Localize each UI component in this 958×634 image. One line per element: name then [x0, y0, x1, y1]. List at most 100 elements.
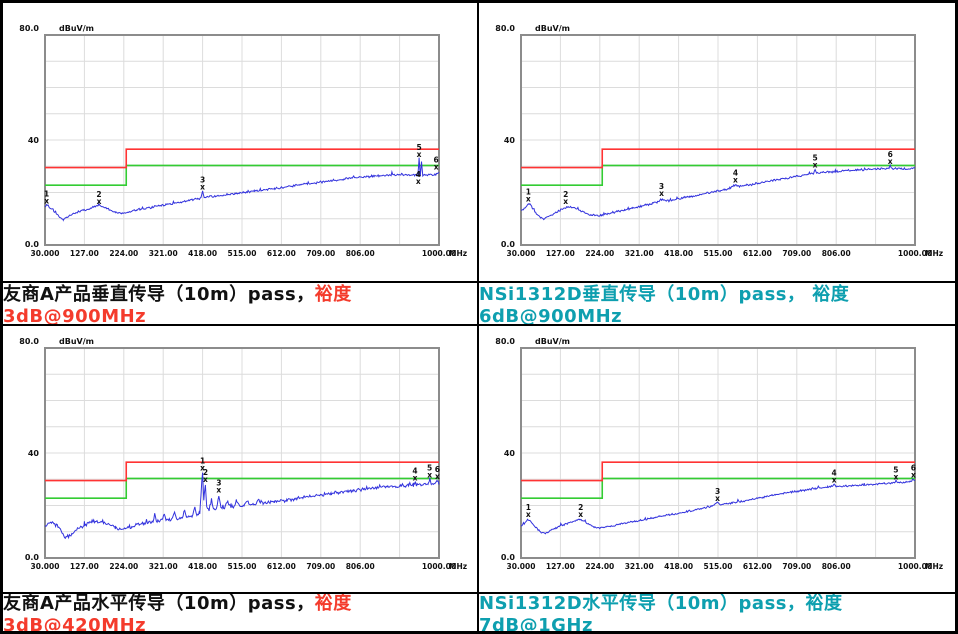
svg-text:40: 40	[28, 449, 40, 458]
svg-text:dBuV/m: dBuV/m	[59, 337, 94, 346]
svg-text:6: 6	[435, 465, 440, 474]
svg-text:x: x	[416, 177, 421, 186]
svg-text:418.00: 418.00	[664, 562, 693, 571]
caption-text: NSi1312D垂直传导（10m）pass， 裕度6dB@900MHz	[479, 283, 955, 324]
svg-text:MHz: MHz	[925, 249, 943, 258]
svg-text:5: 5	[427, 464, 432, 473]
caption-segment: NSi1312D水平传导（10m）pass，裕度7dB@1GHz	[479, 593, 843, 631]
caption-bottom-left: 友商A产品水平传导（10m）pass，裕度3dB@420MHz	[3, 592, 479, 631]
svg-text:x: x	[526, 194, 531, 203]
svg-text:MHz: MHz	[925, 562, 943, 571]
svg-text:3: 3	[659, 182, 664, 191]
chart-panel-bottom-right: 1 x 2 x 3 x 4 x 5 x 6 x 80.0 dBuV/m 40 0.0 30.000 127.00 2…	[479, 326, 955, 592]
svg-text:806.00: 806.00	[822, 562, 851, 571]
chart-panel-top-left: 1 x 2 x 3 x 4 x 5 x 6 x 80.0 dBuV/m 40 0.0 30.000 127.00 2…	[3, 3, 479, 281]
svg-text:x: x	[435, 472, 440, 481]
svg-text:x: x	[413, 473, 418, 482]
svg-text:30.000: 30.000	[31, 249, 60, 258]
svg-text:1: 1	[200, 456, 205, 465]
svg-text:x: x	[216, 485, 221, 494]
svg-text:612.00: 612.00	[267, 249, 296, 258]
svg-text:3: 3	[216, 478, 221, 487]
svg-text:6: 6	[888, 150, 893, 159]
svg-text:127.00: 127.00	[70, 249, 99, 258]
caption-text: 友商A产品垂直传导（10m）pass，裕度3dB@900MHz	[3, 283, 477, 326]
svg-text:dBuV/m: dBuV/m	[59, 24, 94, 33]
svg-text:x: x	[200, 463, 205, 472]
svg-text:709.00: 709.00	[306, 562, 335, 571]
svg-text:5: 5	[893, 466, 898, 475]
svg-text:1000.00: 1000.00	[422, 562, 456, 571]
svg-text:x: x	[563, 197, 568, 206]
caption-segment: 裕度3dB@900MHz	[3, 284, 352, 326]
caption-top-right: NSi1312D垂直传导（10m）pass， 裕度6dB@900MHz	[479, 281, 955, 326]
svg-text:x: x	[832, 476, 837, 485]
svg-text:40: 40	[504, 136, 516, 145]
svg-text:418.00: 418.00	[664, 249, 693, 258]
svg-text:3: 3	[200, 175, 205, 184]
svg-text:4: 4	[832, 469, 837, 478]
svg-text:515.00: 515.00	[228, 249, 257, 258]
svg-text:x: x	[888, 157, 893, 166]
svg-text:30.000: 30.000	[507, 249, 536, 258]
svg-text:224.00: 224.00	[109, 249, 138, 258]
svg-text:2: 2	[203, 468, 208, 477]
svg-text:709.00: 709.00	[306, 249, 335, 258]
svg-text:40: 40	[504, 449, 516, 458]
svg-text:0.0: 0.0	[25, 240, 40, 249]
svg-text:224.00: 224.00	[585, 562, 614, 571]
svg-text:806.00: 806.00	[346, 562, 375, 571]
svg-text:515.00: 515.00	[704, 249, 733, 258]
svg-text:4: 4	[412, 466, 417, 475]
svg-text:0.0: 0.0	[501, 240, 516, 249]
svg-text:x: x	[427, 471, 432, 480]
svg-text:80.0: 80.0	[19, 337, 39, 346]
svg-text:5: 5	[812, 153, 817, 162]
svg-text:1000.00: 1000.00	[422, 249, 456, 258]
svg-text:6: 6	[434, 155, 439, 164]
svg-text:80.0: 80.0	[19, 24, 39, 33]
svg-text:612.00: 612.00	[743, 249, 772, 258]
caption-top-left: 友商A产品垂直传导（10m）pass，裕度3dB@900MHz	[3, 281, 479, 326]
svg-text:x: x	[715, 494, 720, 503]
svg-text:321.00: 321.00	[625, 249, 654, 258]
svg-text:x: x	[813, 160, 818, 169]
svg-text:709.00: 709.00	[782, 249, 811, 258]
svg-text:127.00: 127.00	[70, 562, 99, 571]
svg-text:612.00: 612.00	[743, 562, 772, 571]
svg-text:321.00: 321.00	[625, 562, 654, 571]
svg-text:612.00: 612.00	[267, 562, 296, 571]
svg-text:806.00: 806.00	[822, 249, 851, 258]
svg-text:321.00: 321.00	[149, 249, 178, 258]
svg-text:418.00: 418.00	[188, 249, 217, 258]
svg-text:x: x	[417, 150, 422, 159]
chart-panel-bottom-left: 1 x 2 x 3 x 4 x 5 x 6 x 80.0 dBuV/m 40 0.0 30.000 127.00 2…	[3, 326, 479, 592]
svg-text:x: x	[893, 473, 898, 482]
caption-bottom-right: NSi1312D水平传导（10m）pass，裕度7dB@1GHz	[479, 592, 955, 631]
caption-text: 友商A产品水平传导（10m）pass，裕度3dB@420MHz	[3, 593, 477, 631]
svg-text:1: 1	[44, 190, 49, 199]
caption-segment: 友商A产品水平传导（10m）pass，	[3, 593, 315, 614]
svg-text:1: 1	[526, 187, 531, 196]
svg-text:127.00: 127.00	[546, 562, 575, 571]
svg-text:0.0: 0.0	[25, 553, 40, 562]
svg-text:1000.00: 1000.00	[898, 249, 932, 258]
svg-text:x: x	[97, 197, 102, 206]
svg-text:30.000: 30.000	[31, 562, 60, 571]
svg-text:80.0: 80.0	[495, 337, 515, 346]
caption-segment: 裕度3dB@420MHz	[3, 593, 352, 631]
svg-text:1: 1	[526, 503, 531, 512]
caption-text: NSi1312D水平传导（10m）pass，裕度7dB@1GHz	[479, 593, 955, 631]
svg-text:MHz: MHz	[449, 562, 467, 571]
svg-text:709.00: 709.00	[782, 562, 811, 571]
svg-text:x: x	[44, 197, 49, 206]
svg-text:0.0: 0.0	[501, 553, 516, 562]
svg-text:515.00: 515.00	[228, 562, 257, 571]
svg-text:dBuV/m: dBuV/m	[535, 337, 570, 346]
svg-text:x: x	[733, 176, 738, 185]
